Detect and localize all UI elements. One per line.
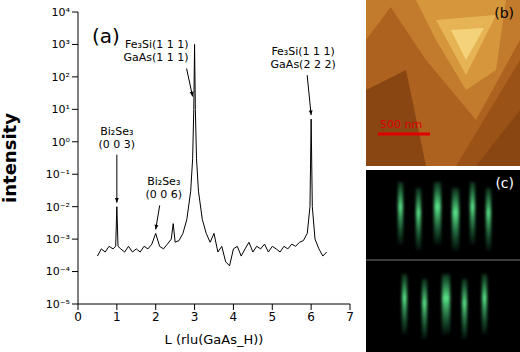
svg-text:500 nm: 500 nm xyxy=(380,118,422,131)
svg-text:Bi₂Se₃(0 0 6): Bi₂Se₃(0 0 6) xyxy=(145,175,182,201)
svg-text:10⁻³: 10⁻³ xyxy=(46,233,70,246)
svg-text:6: 6 xyxy=(307,310,315,324)
svg-text:(c): (c) xyxy=(495,175,514,191)
svg-text:intensity: intensity xyxy=(0,113,20,203)
svg-text:10¹: 10¹ xyxy=(52,103,70,116)
svg-text:10⁻¹: 10⁻¹ xyxy=(46,168,70,181)
svg-text:2: 2 xyxy=(152,310,160,324)
svg-text:10⁻⁵: 10⁻⁵ xyxy=(46,298,70,311)
svg-text:L (rlu(GaAs_H)): L (rlu(GaAs_H)) xyxy=(165,332,264,347)
svg-text:10⁻²: 10⁻² xyxy=(46,201,70,214)
svg-text:4: 4 xyxy=(230,310,238,324)
svg-text:10²: 10² xyxy=(52,71,70,84)
svg-text:Bi₂Se₃(0 0 3): Bi₂Se₃(0 0 3) xyxy=(99,125,136,151)
svg-text:Fe₃Si(1 1 1)GaAs(1 1 1): Fe₃Si(1 1 1)GaAs(1 1 1) xyxy=(123,38,188,64)
svg-text:10⁴: 10⁴ xyxy=(52,6,71,19)
svg-text:Fe₃Si(1 1 1)GaAs(2 2 2): Fe₃Si(1 1 1)GaAs(2 2 2) xyxy=(271,45,336,71)
svg-text:10³: 10³ xyxy=(52,38,70,51)
svg-text:5: 5 xyxy=(268,310,276,324)
html-text:(a): (a) xyxy=(92,24,120,48)
svg-text:3: 3 xyxy=(191,310,199,324)
svg-text:0: 0 xyxy=(74,310,82,324)
svg-text:(b): (b) xyxy=(494,5,514,21)
svg-text:10⁰: 10⁰ xyxy=(52,136,71,149)
svg-text:7: 7 xyxy=(346,310,354,324)
svg-text:10⁻⁴: 10⁻⁴ xyxy=(46,265,71,278)
svg-text:1: 1 xyxy=(113,310,121,324)
